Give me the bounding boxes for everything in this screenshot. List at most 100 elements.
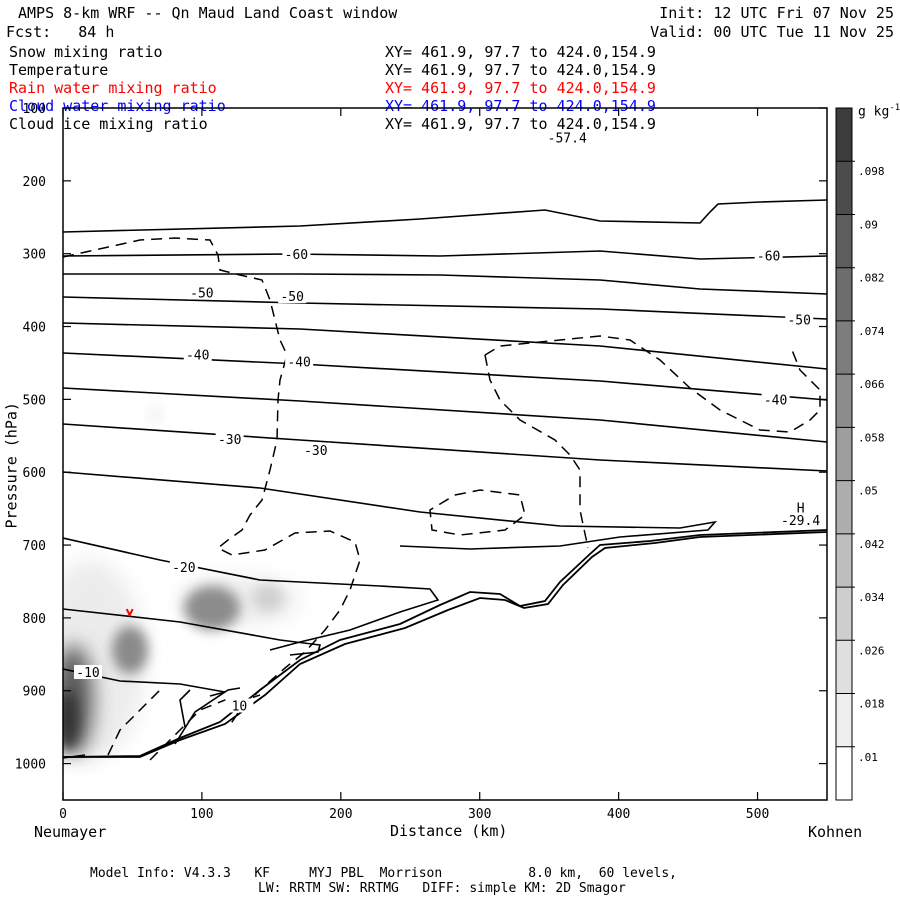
colorbar-swatch — [836, 320, 852, 375]
colorbar-label: .026 — [858, 644, 885, 657]
terrain-surface — [63, 529, 827, 758]
extremum-label: -57.4 — [548, 132, 587, 147]
colorbar-swatch — [836, 374, 852, 428]
colorbar-label: .018 — [858, 698, 885, 711]
temperature-contour-label: -40 — [764, 394, 787, 409]
extremum-label: -29.4 — [781, 514, 820, 529]
y-tick-label: 900 — [23, 685, 46, 700]
terrain-line-lower — [63, 531, 827, 758]
y-tick-label: 800 — [23, 612, 46, 627]
x-axis-title: Distance (km) — [390, 822, 508, 840]
dynamic-layer: 0 100 200 300 400 500 100 200 300 400 500 600 700 800… — [15, 102, 885, 822]
contour-label-bg — [278, 289, 307, 304]
temperature-contour-label: -40 — [186, 348, 209, 363]
endpoint-right: Kohnen — [808, 823, 863, 841]
colorbar-swatch — [836, 214, 852, 268]
cloud-contour-mid — [484, 335, 821, 433]
y-tick-label: 100 — [23, 102, 46, 117]
x-tick-label: 100 — [190, 807, 213, 822]
contour-label-bg — [187, 285, 216, 300]
field-name-rain: Rain water mixing ratio — [9, 79, 217, 97]
y-tick-label: 700 — [23, 539, 46, 554]
x-tick-label: 200 — [329, 807, 352, 822]
cloud-ice-contours — [63, 237, 821, 761]
field-xy-rain: XY= 461.9, 97.7 to 424.0,154.9 — [385, 79, 656, 97]
contour-label-bg — [215, 431, 244, 446]
field-xy-cloud-ice: XY= 461.9, 97.7 to 424.0,154.9 — [385, 115, 656, 133]
temperature-contour-label: -40 — [287, 356, 310, 371]
x-tick-label: 500 — [746, 807, 769, 822]
colorbar-swatch — [836, 108, 852, 162]
cloud-contour-mid-down — [484, 354, 589, 549]
colorbar-swatch — [836, 533, 852, 588]
contour-label-bg — [754, 248, 783, 263]
rain-water-marker — [125, 608, 134, 618]
x-tick-label: 0 — [59, 807, 67, 822]
isotherm-top — [63, 199, 827, 233]
colorbar-label: .05 — [858, 485, 878, 498]
extremum-label: H — [797, 502, 805, 517]
colorbar-swatch — [836, 746, 852, 800]
field-name-snow: Snow mixing ratio — [9, 43, 163, 61]
colorbar-swatch — [836, 693, 852, 747]
temperature-contour-label: 10 — [232, 699, 248, 714]
colorbar-label: .042 — [858, 538, 885, 551]
colorbar-label: .034 — [858, 591, 885, 604]
field-xy-cloud-water: XY= 461.9, 97.7 to 424.0,154.9 — [385, 97, 656, 115]
isotherm-m40b — [63, 387, 827, 443]
colorbar-label: .082 — [858, 272, 885, 285]
isotherm-m30a — [63, 423, 827, 472]
snow-shading — [63, 405, 300, 760]
colorbar-label: .074 — [858, 325, 885, 338]
colorbar-swatch — [836, 480, 852, 534]
field-name-cloud-water: Cloud water mixing ratio — [9, 97, 226, 115]
field-name-cloud-ice: Cloud ice mixing ratio — [9, 115, 208, 133]
isotherm-m50a — [63, 296, 827, 320]
temperature-contour-label: -60 — [285, 248, 308, 263]
field-xy-snow: XY= 461.9, 97.7 to 424.0,154.9 — [385, 43, 656, 61]
terrain-line-upper — [63, 529, 827, 758]
init-time: Init: 12 UTC Fri 07 Nov 25 — [659, 4, 894, 22]
isotherm-m40a — [63, 352, 827, 401]
temperature-contour-label: -60 — [757, 249, 780, 264]
forecast-hour: Fcst: 84 h — [6, 23, 115, 41]
x-tick-label: 300 — [468, 807, 491, 822]
valid-time: Valid: 00 UTC Tue 11 Nov 25 — [650, 23, 894, 41]
colorbar-unit: g kg-1 — [858, 103, 900, 120]
snow-max-near-neumayer-core — [63, 690, 78, 750]
contour-label-bg — [301, 442, 330, 457]
cloud-contour-small — [429, 489, 526, 536]
snow-max-50km — [112, 626, 148, 674]
temperature-contour-label: -30 — [304, 444, 327, 459]
y-tick-label: 400 — [23, 321, 46, 336]
contour-label-bg — [74, 664, 103, 679]
contour-label-bg — [225, 698, 254, 713]
isotherm-m60a — [63, 250, 827, 260]
model-info-line1: Model Info: V4.3.3 KF MYJ PBL Morrison 8… — [90, 866, 677, 881]
temperature-contour-label: -30 — [218, 433, 241, 448]
isotherm-m60b — [63, 273, 827, 295]
y-tick-label: 500 — [23, 393, 46, 408]
chart-title: AMPS 8-km WRF -- Qn Maud Land Coast wind… — [18, 4, 398, 22]
temperature-contours — [63, 199, 827, 759]
colorbar-label: .01 — [858, 751, 878, 764]
model-info-line2: LW: RRTM SW: RRTMG DIFF: simple KM: 2D S… — [258, 881, 626, 896]
colorbar-label: .09 — [858, 218, 878, 231]
snow-region-faint-aloft — [149, 405, 161, 425]
y-tick-label: 200 — [23, 175, 46, 190]
y-tick-label: 600 — [23, 466, 46, 481]
contour-label-bg — [285, 354, 314, 369]
colorbar-label: .098 — [858, 165, 885, 178]
colorbar-frame — [835, 107, 853, 801]
plot-frame — [62, 107, 828, 801]
colorbar-swatch — [836, 587, 852, 641]
colorbar-swatch — [836, 640, 852, 694]
temperature-contour-label: -20 — [172, 561, 195, 576]
y-tick-label: 1000 — [15, 758, 46, 773]
temperature-contour-label: -50 — [787, 313, 810, 328]
isotherm-plus10 — [179, 689, 191, 728]
y-axis-title: Pressure (hPa) — [2, 402, 21, 529]
field-xy-temperature: XY= 461.9, 97.7 to 424.0,154.9 — [385, 61, 656, 79]
temperature-contour-label: -50 — [280, 290, 303, 305]
